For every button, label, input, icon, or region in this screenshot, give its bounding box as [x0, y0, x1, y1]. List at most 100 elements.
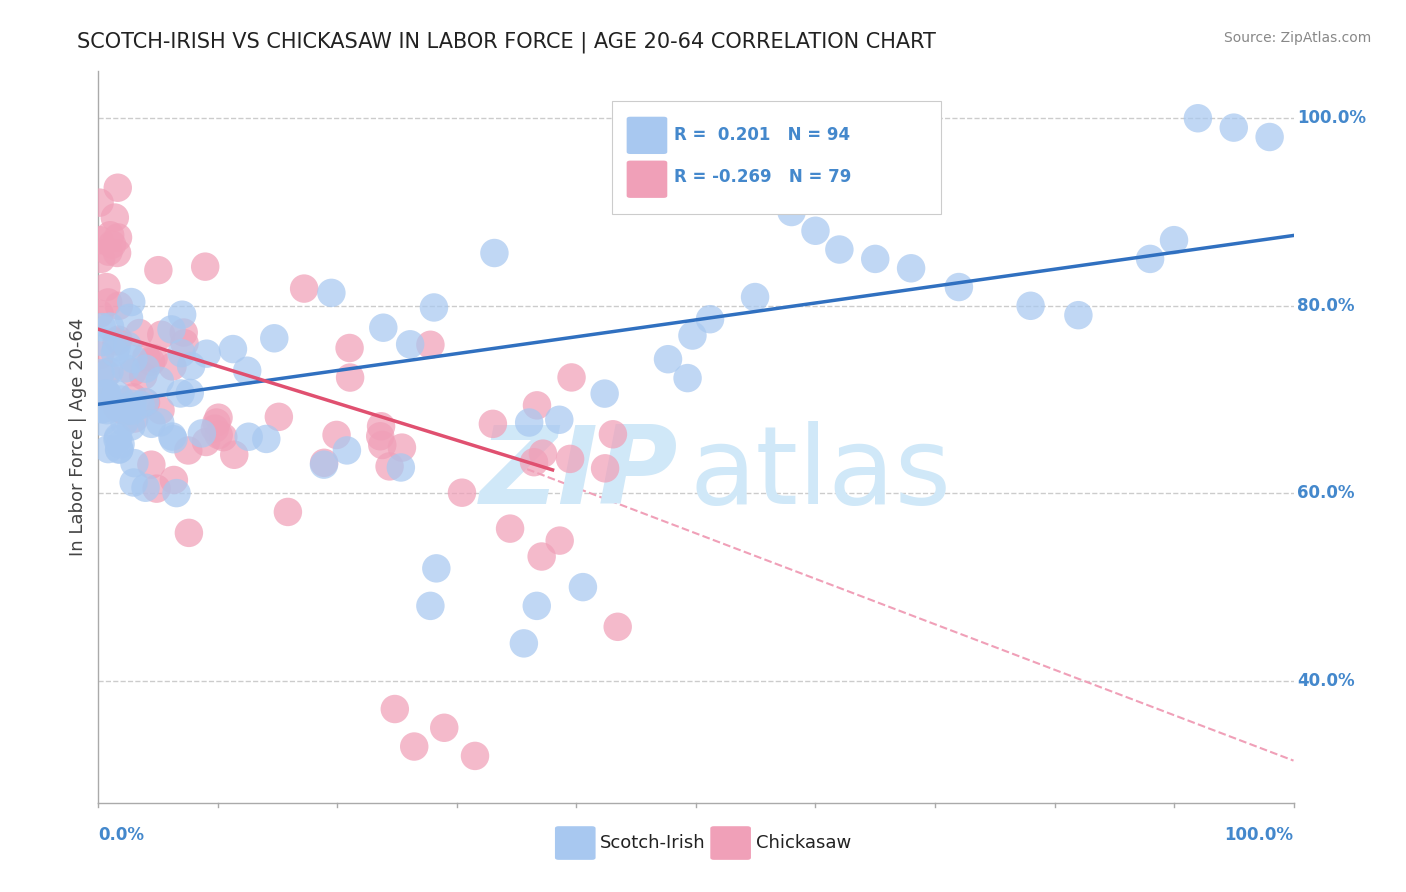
Point	[321, 285, 343, 300]
Point	[1163, 233, 1185, 247]
Point	[194, 260, 217, 274]
Point	[526, 398, 548, 412]
Point	[339, 370, 361, 384]
Point	[91, 415, 114, 429]
Point	[681, 328, 703, 343]
Point	[134, 395, 156, 409]
Point	[593, 386, 616, 401]
Point	[195, 347, 218, 361]
Point	[191, 426, 214, 441]
Point	[548, 533, 571, 548]
Point	[141, 458, 163, 472]
Point	[94, 386, 117, 401]
Point	[558, 451, 581, 466]
Point	[433, 721, 456, 735]
Point	[107, 433, 129, 447]
Point	[499, 522, 522, 536]
Point	[162, 432, 184, 446]
Point	[314, 456, 336, 470]
Point	[368, 429, 391, 443]
Point	[173, 326, 195, 340]
Point	[207, 410, 229, 425]
Point	[122, 475, 145, 490]
Text: 0.0%: 0.0%	[98, 826, 145, 844]
Point	[179, 385, 201, 400]
Point	[780, 205, 803, 219]
Point	[523, 455, 546, 469]
Point	[149, 416, 172, 430]
Point	[122, 352, 145, 367]
Point	[148, 263, 170, 277]
Point	[238, 430, 260, 444]
FancyBboxPatch shape	[710, 826, 751, 860]
Point	[142, 351, 165, 366]
Point	[160, 322, 183, 336]
Point	[425, 561, 447, 575]
Text: R =  0.201   N = 94: R = 0.201 N = 94	[675, 126, 851, 144]
Point	[195, 435, 218, 450]
Point	[277, 505, 299, 519]
Point	[572, 580, 595, 594]
Point	[117, 339, 139, 353]
Point	[97, 244, 120, 259]
Point	[135, 481, 157, 495]
Point	[339, 341, 361, 355]
Point	[110, 392, 132, 407]
Point	[222, 342, 245, 356]
Point	[423, 301, 446, 315]
Point	[526, 599, 548, 613]
Point	[172, 308, 194, 322]
Point	[97, 295, 120, 310]
Point	[89, 233, 111, 247]
Point	[104, 211, 127, 225]
Point	[120, 295, 142, 310]
Point	[1187, 112, 1209, 126]
Text: 40.0%: 40.0%	[1298, 672, 1355, 690]
Point	[548, 413, 571, 427]
Point	[149, 403, 172, 417]
Point	[482, 417, 505, 431]
Point	[90, 402, 112, 417]
Point	[389, 460, 412, 475]
Point	[513, 636, 536, 650]
Point	[135, 395, 157, 409]
Point	[163, 473, 186, 487]
Point	[804, 224, 827, 238]
Point	[111, 403, 134, 417]
Point	[124, 456, 146, 470]
Text: 100.0%: 100.0%	[1225, 826, 1294, 844]
Point	[170, 346, 193, 360]
Point	[530, 549, 553, 564]
Point	[828, 243, 851, 257]
Point	[93, 386, 115, 401]
Point	[120, 419, 142, 434]
Point	[107, 230, 129, 244]
Point	[110, 437, 132, 451]
Point	[101, 237, 124, 252]
Point	[602, 427, 624, 442]
Point	[89, 307, 111, 321]
Point	[865, 252, 887, 266]
Point	[177, 443, 200, 458]
Point	[97, 442, 120, 456]
FancyBboxPatch shape	[627, 161, 668, 198]
Point	[90, 252, 112, 266]
Point	[114, 415, 136, 429]
Point	[96, 403, 118, 417]
Text: 80.0%: 80.0%	[1298, 297, 1354, 315]
Point	[104, 387, 127, 401]
Point	[312, 458, 335, 472]
Point	[108, 299, 131, 313]
Point	[451, 485, 474, 500]
Point	[149, 374, 172, 388]
Point	[139, 355, 162, 369]
FancyBboxPatch shape	[555, 826, 596, 860]
Point	[111, 401, 134, 415]
Point	[132, 368, 155, 383]
Point	[98, 364, 121, 378]
Point	[399, 337, 422, 351]
Point	[118, 310, 141, 325]
Text: SCOTCH-IRISH VS CHICKASAW IN LABOR FORCE | AGE 20-64 CORRELATION CHART: SCOTCH-IRISH VS CHICKASAW IN LABOR FORCE…	[77, 31, 936, 53]
Point	[121, 365, 143, 379]
Point	[162, 359, 184, 374]
